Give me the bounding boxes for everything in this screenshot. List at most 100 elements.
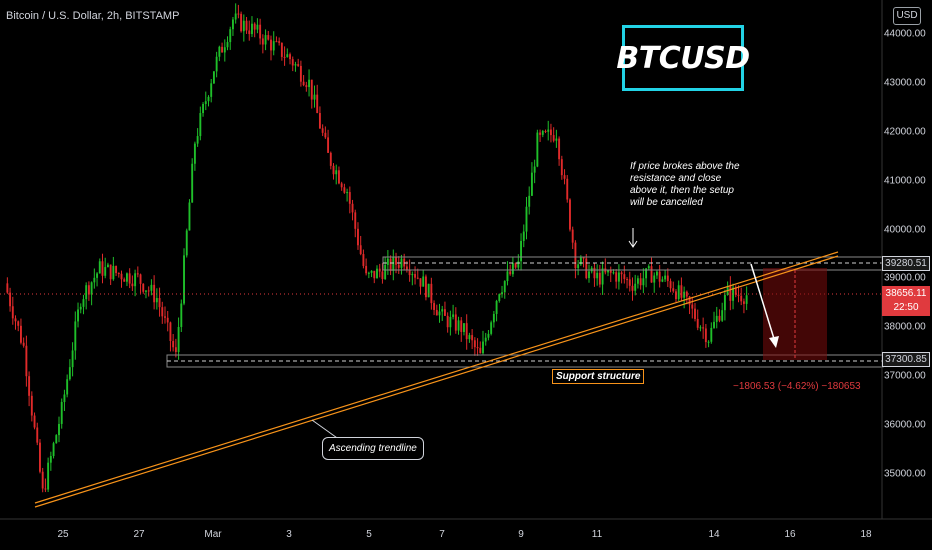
- candle-body[interactable]: [71, 350, 74, 368]
- candle-body[interactable]: [253, 23, 256, 30]
- candle-body[interactable]: [422, 276, 425, 287]
- candle-body[interactable]: [242, 20, 245, 32]
- candle-body[interactable]: [647, 266, 650, 269]
- candle-body[interactable]: [60, 401, 63, 424]
- candle-body[interactable]: [98, 261, 101, 274]
- candle-body[interactable]: [139, 274, 142, 284]
- candle-body[interactable]: [666, 275, 669, 282]
- candle-body[interactable]: [446, 315, 449, 328]
- candle-body[interactable]: [612, 272, 615, 274]
- candle-body[interactable]: [427, 283, 430, 298]
- candle-body[interactable]: [218, 46, 221, 57]
- candle-body[interactable]: [563, 175, 566, 179]
- candle-body[interactable]: [202, 103, 205, 114]
- candle-body[interactable]: [501, 292, 503, 295]
- candle-body[interactable]: [520, 240, 523, 262]
- candle-body[interactable]: [411, 274, 414, 276]
- candle-body[interactable]: [327, 137, 330, 153]
- candle-body[interactable]: [245, 20, 248, 31]
- candle-body[interactable]: [694, 308, 696, 319]
- candle-body[interactable]: [555, 138, 558, 141]
- candle-body[interactable]: [544, 130, 547, 132]
- candle-body[interactable]: [471, 335, 474, 341]
- candle-body[interactable]: [414, 274, 417, 278]
- candle-body[interactable]: [463, 323, 465, 332]
- candle-body[interactable]: [729, 286, 732, 301]
- candle-body[interactable]: [283, 56, 286, 58]
- candle-body[interactable]: [623, 274, 626, 280]
- candle-body[interactable]: [386, 258, 389, 265]
- candle-body[interactable]: [362, 254, 365, 266]
- candle-body[interactable]: [251, 23, 253, 35]
- candle-body[interactable]: [58, 423, 60, 436]
- candle-body[interactable]: [449, 316, 452, 328]
- candle-body[interactable]: [313, 94, 316, 100]
- candle-body[interactable]: [248, 30, 251, 35]
- candle-body[interactable]: [636, 278, 639, 284]
- candle-body[interactable]: [438, 311, 441, 316]
- candle-body[interactable]: [683, 291, 686, 298]
- candle-body[interactable]: [96, 273, 99, 278]
- candle-body[interactable]: [66, 379, 69, 395]
- candle-body[interactable]: [541, 130, 544, 135]
- candle-body[interactable]: [172, 341, 175, 348]
- candle-body[interactable]: [147, 290, 150, 292]
- candle-body[interactable]: [324, 132, 327, 138]
- candle-body[interactable]: [620, 272, 623, 275]
- candle-body[interactable]: [161, 307, 164, 317]
- candle-body[interactable]: [223, 47, 226, 53]
- candle-body[interactable]: [30, 395, 33, 416]
- candle-body[interactable]: [267, 35, 270, 40]
- candle-body[interactable]: [482, 341, 484, 354]
- candle-body[interactable]: [558, 138, 561, 160]
- candle-body[interactable]: [441, 309, 444, 312]
- candle-body[interactable]: [87, 285, 90, 295]
- candle-body[interactable]: [36, 427, 39, 443]
- candle-body[interactable]: [25, 345, 28, 377]
- candle-body[interactable]: [158, 298, 161, 308]
- candle-body[interactable]: [44, 488, 47, 490]
- candle-body[interactable]: [136, 273, 139, 275]
- candle-body[interactable]: [452, 314, 455, 317]
- candle-body[interactable]: [310, 79, 313, 100]
- candle-body[interactable]: [278, 41, 281, 43]
- candle-body[interactable]: [713, 321, 715, 328]
- candle-body[interactable]: [381, 271, 384, 280]
- candle-body[interactable]: [207, 96, 210, 102]
- candle-body[interactable]: [669, 281, 672, 289]
- candle-body[interactable]: [685, 291, 688, 297]
- candle-body[interactable]: [609, 270, 612, 273]
- candle-body[interactable]: [204, 101, 207, 104]
- candle-body[interactable]: [291, 59, 294, 66]
- candle-body[interactable]: [571, 229, 574, 243]
- candle-body[interactable]: [707, 341, 710, 343]
- candle-body[interactable]: [734, 287, 737, 295]
- candle-body[interactable]: [696, 318, 699, 328]
- candle-body[interactable]: [460, 320, 463, 332]
- candle-body[interactable]: [384, 264, 387, 280]
- candle-body[interactable]: [596, 272, 599, 279]
- candle-body[interactable]: [17, 321, 20, 326]
- candle-body[interactable]: [351, 203, 354, 213]
- candle-body[interactable]: [131, 283, 134, 287]
- candle-body[interactable]: [270, 39, 272, 51]
- candle-body[interactable]: [598, 272, 601, 285]
- candle-body[interactable]: [332, 165, 335, 175]
- candle-body[interactable]: [231, 19, 234, 30]
- candle-body[interactable]: [188, 202, 191, 231]
- candle-body[interactable]: [106, 264, 109, 268]
- candle-body[interactable]: [289, 54, 291, 60]
- candle-body[interactable]: [210, 83, 213, 97]
- candle-body[interactable]: [579, 257, 582, 265]
- candle-body[interactable]: [299, 65, 302, 82]
- candle-body[interactable]: [264, 35, 267, 45]
- candle-body[interactable]: [560, 159, 563, 176]
- candle-body[interactable]: [101, 261, 104, 276]
- candle-body[interactable]: [457, 320, 460, 331]
- candle-body[interactable]: [226, 42, 229, 48]
- candle-body[interactable]: [607, 270, 609, 273]
- candle-body[interactable]: [718, 315, 721, 321]
- candle-body[interactable]: [82, 299, 85, 307]
- candle-body[interactable]: [9, 292, 12, 307]
